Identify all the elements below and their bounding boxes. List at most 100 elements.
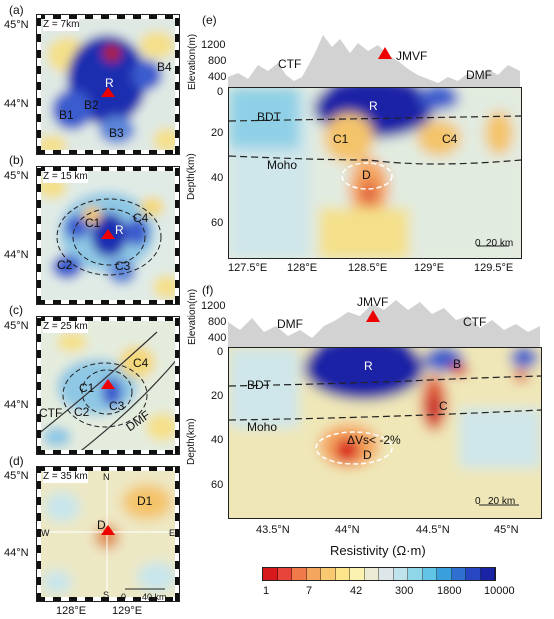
colorbar-swatch xyxy=(437,568,452,580)
anomaly-label: C1 xyxy=(79,381,95,395)
lat-tick: 44°N xyxy=(4,98,29,110)
scale-label: 40 km xyxy=(142,592,167,602)
fault-label-dmf: DMF xyxy=(277,317,303,331)
lat-tick: 45°N xyxy=(4,19,29,31)
colorbar-swatch xyxy=(263,568,278,580)
panel-label: (c) xyxy=(9,303,23,317)
compass-n: N xyxy=(103,472,110,482)
anomaly-label: D xyxy=(362,168,371,182)
anomaly-label: C2 xyxy=(74,405,90,419)
elev-tick: 400 xyxy=(208,332,227,344)
fault-label-ctf: CTF xyxy=(39,406,63,420)
depth-tick: 40 xyxy=(211,434,224,446)
scale-zero: 0 xyxy=(121,592,127,602)
fault-label-ctf: CTF xyxy=(278,57,302,71)
anomaly-label: C3 xyxy=(109,399,125,413)
resistivity-map: Z = 7km R B1 B2 B3 B4 xyxy=(36,14,180,155)
elev-axis-label: Elevation(m) xyxy=(187,288,198,345)
x-tick: 129°E xyxy=(414,262,445,274)
anomaly-label: D1 xyxy=(137,494,153,508)
colorbar-swatch xyxy=(292,568,307,580)
anomaly-label: C4 xyxy=(442,132,458,146)
colorbar-tick: 10000 xyxy=(484,585,515,597)
volcano-icon xyxy=(101,229,115,239)
lon-tick: 128°E xyxy=(56,605,87,617)
x-tick: 128.5°E xyxy=(348,262,388,274)
anomaly-label: B3 xyxy=(109,126,124,140)
colorbar-swatch xyxy=(451,568,466,580)
colorbar-swatch xyxy=(379,568,394,580)
colorbar-swatch xyxy=(466,568,481,580)
scale-zero: 0 xyxy=(475,496,481,507)
depth-axis-label: Depth(km) xyxy=(186,418,197,465)
colorbar-swatch xyxy=(306,568,321,580)
colorbar-swatch xyxy=(364,568,379,580)
resistivity-section: R B BDT C Moho ΔVs< -2% D 0 20 km xyxy=(228,347,542,519)
colorbar-tick: 1 xyxy=(263,585,270,597)
panel-label: (e) xyxy=(202,13,217,27)
scale-label: 20 km xyxy=(488,496,516,507)
anomaly-label: C1 xyxy=(85,216,101,230)
anomaly-label: C3 xyxy=(115,259,131,273)
anomaly-label: D xyxy=(97,518,106,532)
anomaly-label: B1 xyxy=(59,108,74,122)
x-tick: 129.5°E xyxy=(474,262,514,274)
elev-tick: 400 xyxy=(208,71,227,83)
resistivity-map: Z = 15 km R C1 C2 C3 C4 xyxy=(36,166,180,305)
scale-zero: 0 xyxy=(475,238,481,249)
depth-tick: 20 xyxy=(211,127,224,139)
lon-tick: 129°E xyxy=(112,605,143,617)
x-tick: 44°N xyxy=(335,524,360,536)
colorbar-scale xyxy=(262,567,496,581)
dvs-label: ΔVs< -2% xyxy=(347,433,401,447)
anomaly-label: B2 xyxy=(84,98,99,112)
anomaly-label: R xyxy=(369,99,378,113)
elevation-profile xyxy=(228,300,540,347)
anomaly-label: R xyxy=(364,359,373,373)
anomaly-label: D xyxy=(363,448,372,462)
x-tick: 45°N xyxy=(494,524,519,536)
anomaly-label: C1 xyxy=(333,132,349,146)
resistivity-map: Z = 35 km D D1 N S W E 0 40 km xyxy=(36,466,180,602)
compass-s: S xyxy=(103,590,110,600)
volcano-icon xyxy=(366,310,380,322)
colorbar-title: Resistivity (Ω·m) xyxy=(330,543,426,558)
resistivity-map: Z = 25 km C1 C2 C3 C4 CTF DMF xyxy=(36,316,180,455)
lat-tick: 44°N xyxy=(4,249,29,261)
colorbar-swatch xyxy=(335,568,350,580)
depth-label: Z = 25 km xyxy=(43,321,88,333)
colorbar-swatch xyxy=(393,568,408,580)
elev-tick: 1200 xyxy=(201,39,226,51)
anomaly-label: R xyxy=(105,76,114,90)
bdt-label: BDT xyxy=(257,110,281,124)
depth-tick: 40 xyxy=(211,172,224,184)
x-tick: 44.5°N xyxy=(416,524,450,536)
elev-axis-label: Elevation(m) xyxy=(187,33,198,90)
volcano-icon xyxy=(101,87,115,97)
colorbar-swatch xyxy=(277,568,292,580)
colorbar-swatch xyxy=(321,568,336,580)
depth-tick: 60 xyxy=(211,479,224,491)
elev-tick: 800 xyxy=(208,55,227,67)
lat-tick: 44°N xyxy=(4,399,29,411)
panel-label: (f) xyxy=(202,283,214,297)
colorbar-tick: 42 xyxy=(350,585,363,597)
x-tick: 128°E xyxy=(287,262,318,274)
anomaly-label: R xyxy=(115,223,124,237)
lat-tick: 45°N xyxy=(4,170,29,182)
fault-label-ctf: CTF xyxy=(463,315,487,329)
moho-label: Moho xyxy=(267,158,298,172)
compass-e: E xyxy=(169,528,176,538)
depth-tick: 0 xyxy=(217,86,224,98)
panel-label: (a) xyxy=(9,3,24,17)
moho-label: Moho xyxy=(247,420,278,434)
depth-label: Z = 7km xyxy=(43,19,80,31)
x-tick: 43.5°N xyxy=(256,524,290,536)
resistivity-section: R BDT C1 C4 Moho D 0 20 km xyxy=(228,87,522,259)
colorbar-swatch xyxy=(350,568,365,580)
volcano-icon xyxy=(101,379,115,389)
elev-tick: 800 xyxy=(208,316,227,328)
depth-tick: 60 xyxy=(211,217,224,229)
depth-axis-label: Depth(km) xyxy=(186,153,197,200)
volcano-icon xyxy=(378,47,392,59)
